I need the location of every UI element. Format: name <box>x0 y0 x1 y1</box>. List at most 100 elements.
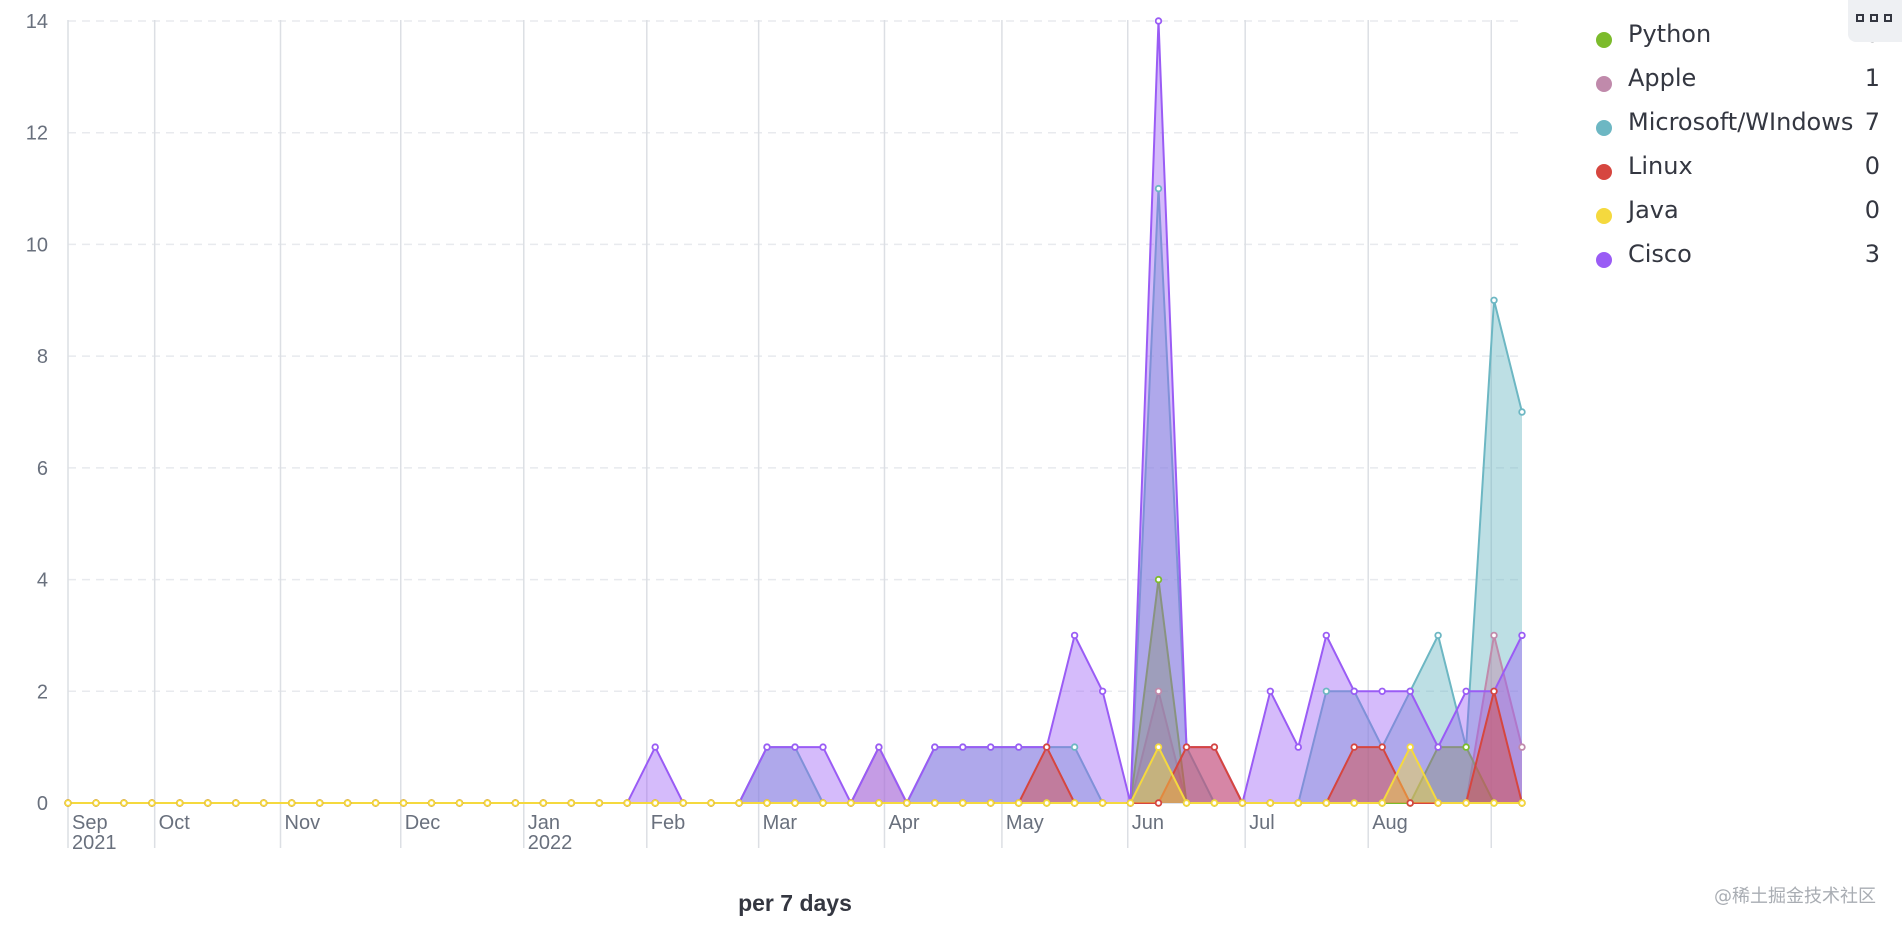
legend-label: Apple <box>1628 64 1697 92</box>
point-cisco <box>1518 631 1526 640</box>
point-java <box>539 799 547 807</box>
point-linux <box>1350 743 1358 751</box>
point-java <box>64 799 72 807</box>
legend-label: Python <box>1628 20 1712 48</box>
point-java <box>1238 799 1247 807</box>
x-tick-label: Nov <box>285 812 321 834</box>
point-java <box>511 799 520 807</box>
point-linux <box>1042 743 1051 751</box>
point-java <box>707 799 715 807</box>
point-java <box>595 799 603 807</box>
point-microsoft-windows <box>1322 687 1330 695</box>
point-microsoft-windows <box>1490 296 1498 304</box>
legend-swatch <box>1596 32 1612 48</box>
point-java <box>819 799 827 807</box>
point-linux <box>1182 743 1191 751</box>
legend-value: 7 <box>1864 108 1880 136</box>
point-java <box>903 799 911 807</box>
point-java <box>847 799 855 807</box>
legend-label: Linux <box>1628 152 1693 180</box>
point-cisco <box>1154 17 1163 25</box>
point-cisco <box>1015 743 1023 751</box>
legend-label: Microsoft/WIndows <box>1628 108 1854 136</box>
point-cisco <box>875 743 883 751</box>
point-microsoft-windows <box>1434 631 1442 640</box>
area-java <box>68 747 1522 803</box>
point-java <box>1462 799 1470 807</box>
point-cisco <box>1350 687 1358 695</box>
x-tick-label: Jan <box>528 812 560 834</box>
point-linux <box>1406 799 1414 807</box>
point-linux <box>1378 743 1386 751</box>
x-tick-sublabel: 2022 <box>528 832 573 854</box>
point-java <box>316 799 324 807</box>
y-tick-label: 4 <box>37 570 48 592</box>
point-java <box>1126 799 1135 807</box>
options-icon <box>1870 14 1878 22</box>
legend-item-cisco[interactable]: Cisco 3 <box>1590 236 1880 280</box>
area-linux <box>68 691 1522 803</box>
point-java <box>371 799 380 807</box>
x-tick-label: Jul <box>1249 812 1275 834</box>
point-java <box>735 799 743 807</box>
point-java <box>427 799 436 807</box>
point-java <box>176 799 184 807</box>
x-tick-label: Jun <box>1132 812 1164 834</box>
point-cisco <box>763 743 771 751</box>
point-microsoft-windows <box>1154 184 1163 193</box>
point-cisco <box>1434 743 1442 751</box>
legend-item-python[interactable]: Python 0 <box>1590 16 1880 60</box>
point-java <box>204 799 212 807</box>
point-java <box>260 799 268 807</box>
panel-options-button[interactable] <box>1848 0 1902 42</box>
point-cisco <box>959 743 967 751</box>
legend-value: 1 <box>1864 64 1880 92</box>
point-java <box>1042 799 1051 807</box>
chart-areas <box>68 20 1523 806</box>
point-cisco <box>1070 631 1079 640</box>
point-java <box>232 799 240 807</box>
point-java <box>1098 799 1107 807</box>
legend-label: Cisco <box>1628 240 1692 268</box>
legend-value: 0 <box>1864 196 1880 224</box>
options-icon <box>1856 14 1864 22</box>
area-cisco <box>68 21 1522 803</box>
point-linux <box>1210 743 1219 751</box>
legend-swatch <box>1596 208 1612 224</box>
line-cisco <box>68 20 1523 806</box>
point-java <box>1406 743 1414 751</box>
point-cisco <box>1462 687 1470 695</box>
point-java <box>1266 799 1274 807</box>
point-java <box>959 799 967 807</box>
y-tick-label: 12 <box>26 123 48 145</box>
legend-swatch <box>1596 76 1612 92</box>
point-java <box>1070 799 1079 807</box>
x-tick-label: Oct <box>159 812 191 834</box>
chart-points <box>64 17 1526 807</box>
point-java <box>987 799 995 807</box>
point-linux <box>1154 799 1163 807</box>
point-java <box>1378 799 1386 807</box>
point-java <box>120 799 128 807</box>
point-cisco <box>791 743 799 751</box>
point-java <box>1154 743 1163 751</box>
point-cisco <box>1294 743 1302 751</box>
point-java <box>1210 799 1219 807</box>
legend-item-microsoft-windows[interactable]: Microsoft/WIndows 7 <box>1590 104 1880 148</box>
x-tick-label: May <box>1006 812 1044 834</box>
legend-item-apple[interactable]: Apple 1 <box>1590 60 1880 104</box>
point-java <box>288 799 296 807</box>
watermark: @稀土掘金技术社区 <box>1714 886 1876 907</box>
point-cisco <box>931 743 939 751</box>
legend-item-java[interactable]: Java 0 <box>1590 192 1880 236</box>
point-java <box>483 799 492 807</box>
y-tick-label: 6 <box>37 458 48 480</box>
legend-swatch <box>1596 164 1612 180</box>
x-tick-label: Dec <box>405 812 441 834</box>
chart-legend: Python 0 Apple 1 Microsoft/WIndows 7 Lin… <box>1590 16 1880 280</box>
point-java <box>791 799 799 807</box>
point-java <box>567 799 575 807</box>
legend-item-linux[interactable]: Linux 0 <box>1590 148 1880 192</box>
area-microsoft-windows <box>68 188 1522 804</box>
